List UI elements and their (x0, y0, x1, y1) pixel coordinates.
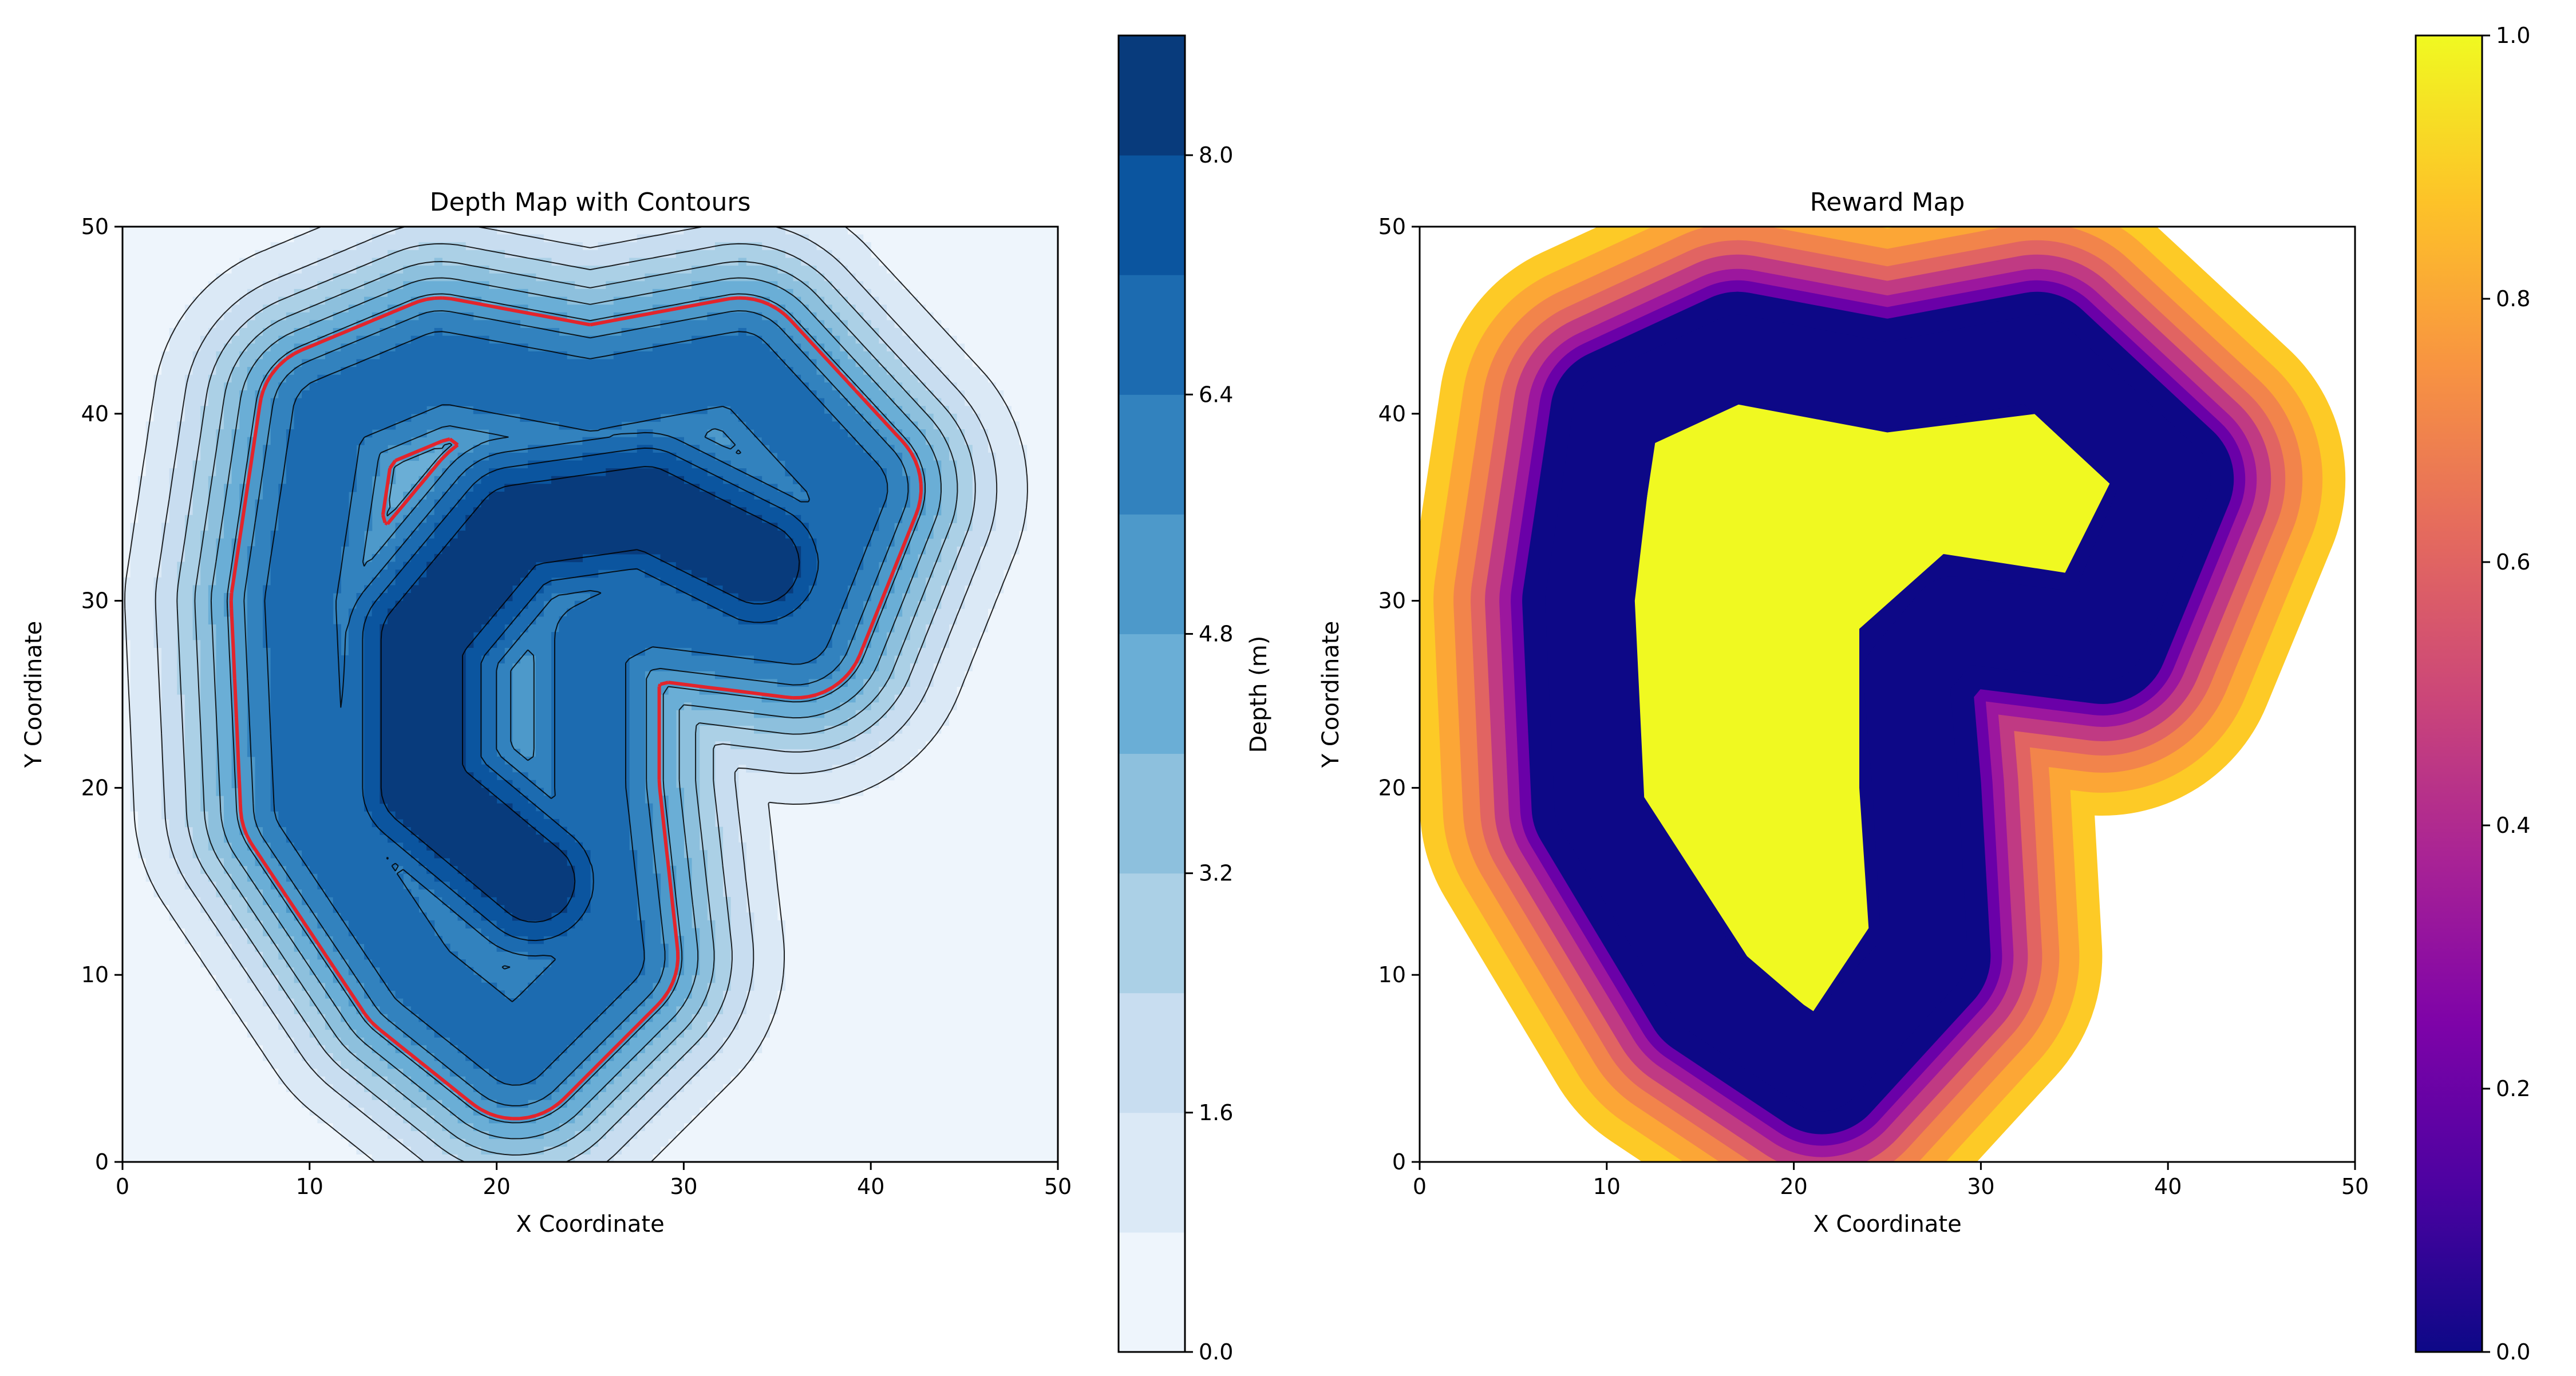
reward-colorbar-tick-label: 0.2 (2496, 1076, 2530, 1101)
reward-map-title: Reward Map (1810, 188, 1965, 217)
depth-x-tick-label: 40 (857, 1174, 884, 1199)
reward-interior (1634, 404, 2112, 1013)
depth-colorbar-label: Depth (m) (1246, 636, 1272, 753)
reward-colorbar: 0.0 0.2 0.4 0.6 0.8 1.0 (2415, 23, 2530, 1365)
reward-y-tick-label: 0 (1392, 1149, 1406, 1175)
depth-band (263, 328, 887, 1085)
depth-highlight-contour (229, 296, 923, 1121)
depth-colorbar: 0.0 1.6 3.2 4.8 6.4 8.0 Depth (m) (1117, 34, 1272, 1365)
depth-x-tick-label: 20 (483, 1174, 510, 1199)
depth-contour-line (226, 293, 926, 1124)
reward-y-ticks: 0 10 20 30 40 50 (1378, 214, 1420, 1175)
depth-colorbar-tick-label: 0.0 (1199, 1339, 1233, 1365)
depth-colorbar-frame (1117, 34, 1186, 1353)
depth-y-tick-label: 30 (81, 588, 109, 614)
depth-colorbar-tick-label: 1.6 (1199, 1100, 1233, 1125)
depth-x-tick-label: 10 (296, 1174, 323, 1199)
depth-map-plot (123, 227, 1058, 1162)
depth-y-axis-label: Y Coordinate (21, 621, 47, 768)
depth-highlight-line (229, 296, 923, 1121)
depth-contour-line (124, 227, 1028, 1162)
depth-band (380, 468, 801, 921)
depth-contour-line (194, 261, 958, 1156)
depth-colorbar-band (1119, 1232, 1185, 1353)
depth-contour-line (155, 227, 998, 1162)
depth-contour-line (243, 310, 909, 1106)
depth-contour-line (264, 331, 888, 1086)
depth-x-tick-label: 30 (670, 1174, 697, 1199)
depth-colorbar-band (1119, 753, 1185, 874)
reward-map-panel: Reward Map 0 10 20 30 40 50 0 10 20 30 40 50 X Coo… (1318, 188, 2369, 1237)
depth-colorbar-band (1119, 155, 1185, 275)
reward-x-ticks: 0 10 20 30 40 50 (1413, 1162, 2369, 1199)
depth-contour-line (176, 243, 976, 1162)
reward-colorbar-tick-label: 0.0 (2496, 1339, 2530, 1365)
reward-map-plot (1420, 227, 2355, 1162)
reward-colorbar-gradient (2416, 35, 2482, 1352)
reward-colorbar-tick-label: 1.0 (2496, 23, 2530, 48)
depth-y-tick-label: 40 (81, 401, 109, 426)
reward-x-tick-label: 50 (2341, 1174, 2369, 1199)
reward-ridge (1545, 314, 2211, 1112)
depth-colorbar-band (1119, 35, 1185, 156)
depth-y-ticks: 0 10 20 30 40 50 (81, 214, 123, 1175)
reward-y-tick-label: 20 (1378, 775, 1406, 800)
depth-colorbar-ticks: 0.0 1.6 3.2 4.8 6.4 8.0 (1185, 143, 1233, 1365)
depth-y-tick-label: 10 (81, 962, 109, 987)
depth-contour-line (362, 447, 819, 942)
reward-y-tick-label: 40 (1378, 401, 1406, 426)
reward-x-axis-label: X Coordinate (1813, 1211, 1961, 1237)
reward-colorbar-tick-label: 0.8 (2496, 286, 2530, 311)
reward-x-tick-label: 0 (1413, 1174, 1427, 1199)
depth-colorbar-tick-label: 8.0 (1199, 143, 1233, 168)
depth-colorbar-band (1119, 275, 1185, 395)
depth-band (208, 281, 942, 1139)
reward-colorbar-frame (2415, 34, 2483, 1353)
depth-colorbar-band (1119, 394, 1185, 515)
depth-colorbar-tick-label: 3.2 (1199, 861, 1233, 886)
depth-band (177, 242, 973, 1162)
depth-map-title: Depth Map with Contours (430, 188, 751, 217)
depth-band (123, 227, 1028, 1162)
reward-map-frame (1419, 226, 2356, 1163)
depth-colorbar-band (1119, 514, 1185, 634)
depth-contour-line (210, 277, 942, 1140)
depth-colorbar-band (1119, 993, 1185, 1113)
depth-map-frame (121, 226, 1059, 1163)
reward-heat-bands (1420, 227, 2346, 1162)
depth-colorbar-band (1119, 873, 1185, 994)
depth-colorbar-tick-label: 6.4 (1199, 382, 1233, 407)
reward-y-tick-label: 10 (1378, 962, 1406, 987)
reward-x-tick-label: 30 (1967, 1174, 1994, 1199)
depth-y-tick-label: 20 (81, 775, 109, 800)
depth-y-tick-label: 0 (95, 1149, 109, 1175)
reward-colorbar-tick-label: 0.6 (2496, 549, 2530, 575)
depth-x-tick-label: 0 (116, 1174, 129, 1199)
reward-y-tick-label: 50 (1378, 214, 1406, 239)
depth-x-tick-label: 50 (1044, 1174, 1072, 1199)
reward-y-axis-label: Y Coordinate (1318, 621, 1344, 768)
depth-contour-line (380, 466, 800, 923)
depth-x-ticks: 0 10 20 30 40 50 (116, 1162, 1072, 1199)
depth-y-tick-label: 50 (81, 214, 109, 239)
depth-x-axis-label: X Coordinate (516, 1211, 664, 1237)
reward-x-tick-label: 10 (1593, 1174, 1621, 1199)
depth-map-panel: Depth Map with Contours 0 10 20 30 40 50 0 10 2… (21, 188, 1072, 1237)
depth-contour-lines (124, 227, 1028, 1162)
reward-colorbar-tick-label: 0.4 (2496, 813, 2530, 838)
reward-x-tick-label: 40 (2154, 1174, 2182, 1199)
depth-colorbar-tick-label: 4.8 (1199, 621, 1233, 646)
depth-band (247, 312, 910, 1108)
depth-colorbar-band (1119, 634, 1185, 754)
depth-band (153, 227, 996, 1162)
reward-colorbar-ticks: 0.0 0.2 0.4 0.6 0.8 1.0 (2482, 23, 2530, 1365)
reward-x-tick-label: 20 (1780, 1174, 1807, 1199)
reward-y-tick-label: 30 (1378, 588, 1406, 614)
depth-colorbar-band (1119, 1112, 1185, 1233)
depth-colorbar-bands (1119, 35, 1185, 1353)
